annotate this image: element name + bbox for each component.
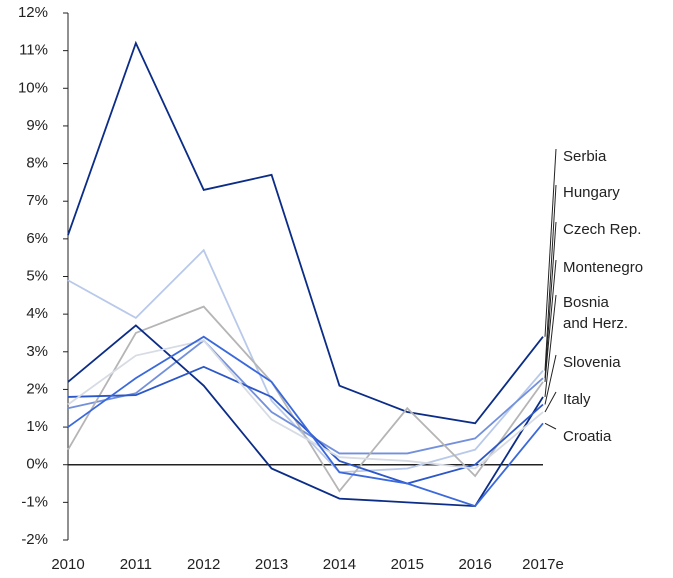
series-line — [67, 305, 544, 493]
y-tick-label: 6% — [26, 230, 48, 247]
leader-line — [544, 354, 557, 405]
x-tick-label: 2014 — [323, 556, 356, 573]
leader-line — [544, 422, 557, 430]
y-tick-label: 8% — [26, 155, 48, 172]
y-tick-label: 3% — [26, 343, 48, 360]
y-tick-label: 7% — [26, 192, 48, 209]
y-tick-label: 5% — [26, 267, 48, 284]
y-tick-label: 12% — [18, 4, 48, 21]
y-tick-label: 1% — [26, 418, 48, 435]
series-line — [67, 324, 544, 508]
y-tick-label: 2% — [26, 380, 48, 397]
leader-line — [544, 184, 557, 371]
x-tick-label: 2017e — [522, 556, 564, 573]
legend-label: Czech Rep. — [563, 221, 642, 238]
legend-label: Hungary — [563, 184, 620, 201]
x-tick-label: 2010 — [51, 556, 84, 573]
legend-label: Italy — [563, 391, 591, 408]
leader-line — [544, 221, 557, 379]
legend-label: Slovenia — [563, 354, 621, 371]
series-line — [67, 339, 544, 455]
x-tick-label: 2012 — [187, 556, 220, 573]
series-line — [67, 365, 544, 485]
leader-line — [544, 294, 557, 398]
x-tick-label: 2013 — [255, 556, 288, 573]
leader-line — [544, 148, 557, 337]
legend-label: Croatia — [563, 428, 612, 445]
y-tick-label: -1% — [21, 493, 48, 510]
legend-label: Montenegro — [563, 259, 644, 276]
legend-label: Bosnia and Herz. — [563, 294, 629, 332]
x-tick-label: 2016 — [458, 556, 491, 573]
legend-label: Serbia — [563, 148, 607, 165]
y-tick-label: 10% — [18, 79, 48, 96]
series-line — [67, 335, 544, 508]
y-tick-label: -2% — [21, 531, 48, 548]
y-tick-label: 9% — [26, 117, 48, 134]
series-line — [67, 339, 544, 470]
y-tick-label: 11% — [19, 42, 48, 59]
series-line — [67, 40, 544, 425]
leader-line — [544, 391, 557, 413]
x-tick-label: 2015 — [391, 556, 424, 573]
y-tick-label: 0% — [26, 456, 48, 473]
leader-line — [544, 259, 557, 382]
x-tick-label: 2011 — [120, 556, 152, 573]
y-tick-label: 4% — [26, 305, 48, 322]
